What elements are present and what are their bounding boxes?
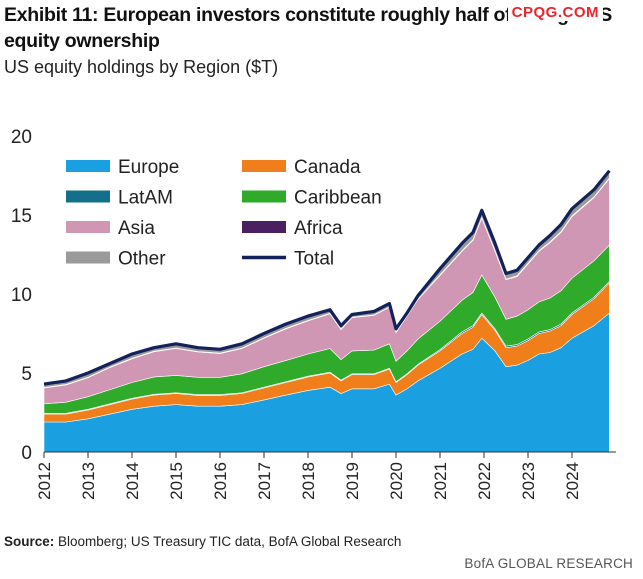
y-tick-label: 10	[11, 285, 32, 306]
y-axis: 0 5 10 15 20	[11, 127, 32, 464]
legend-swatch-europe	[66, 160, 110, 172]
x-tick-label: 2022	[475, 462, 494, 500]
x-tick-label: 2017	[255, 462, 274, 500]
total-line-layer	[43, 169, 611, 386]
legend-swatch-latam	[66, 190, 110, 203]
x-tick-label: 2019	[343, 462, 362, 500]
y-tick-label: 15	[11, 206, 32, 227]
legend-swatch-asia	[66, 221, 110, 233]
legend-label-caribbean: Caribbean	[294, 188, 382, 209]
source-note: Source: Bloomberg; US Treasury TIC data,…	[4, 534, 401, 549]
legend-swatch-other	[66, 251, 110, 264]
source-label: Source:	[4, 534, 55, 549]
source-text: Bloomberg; US Treasury TIC data, BofA Gl…	[58, 534, 402, 549]
y-tick-label: 20	[11, 127, 32, 148]
legend-label-latam: LatAM	[118, 188, 173, 209]
legend-label-africa: Africa	[294, 218, 343, 239]
x-tick-label: 2018	[299, 462, 318, 500]
y-tick-label: 0	[21, 443, 32, 464]
x-tick-label: 2023	[519, 462, 538, 500]
legend-label-other: Other	[118, 249, 166, 270]
legend-swatch-canada	[242, 160, 286, 172]
x-tick-label: 2013	[79, 462, 98, 500]
legend-swatch-caribbean	[242, 190, 286, 203]
chart-header: Exhibit 11: European investors constitut…	[4, 2, 640, 78]
y-tick-label: 5	[21, 364, 32, 385]
legend: Europe Canada LatAM Caribbean Asia Africa Othe…	[66, 157, 382, 270]
x-tick-label: 2024	[563, 462, 582, 500]
chart-subtitle: US equity holdings by Region ($T)	[4, 57, 279, 77]
legend-swatch-africa	[242, 221, 286, 233]
x-tick-label: 2014	[123, 462, 142, 500]
x-tick-label: 2015	[167, 462, 186, 500]
x-tick-label: 2021	[431, 462, 450, 500]
x-tick-label: 2012	[35, 462, 54, 500]
legend-label-asia: Asia	[118, 218, 155, 239]
legend-label-canada: Canada	[294, 157, 361, 178]
x-tick-label: 2016	[211, 462, 230, 500]
legend-label-total: Total	[294, 249, 334, 270]
legend-label-europe: Europe	[118, 157, 179, 178]
x-tick-label: 2020	[387, 462, 406, 500]
brand-label: BofA GLOBAL RESEARCH	[464, 556, 633, 571]
x-axis: 2012 2013 2014 2015 2016 2017 2018 2019 2020 2021…	[35, 451, 616, 500]
total-line	[43, 169, 611, 386]
chart-title: Exhibit 11: European investors constitut…	[4, 4, 613, 52]
watermark: CPQG.COM	[507, 4, 603, 21]
